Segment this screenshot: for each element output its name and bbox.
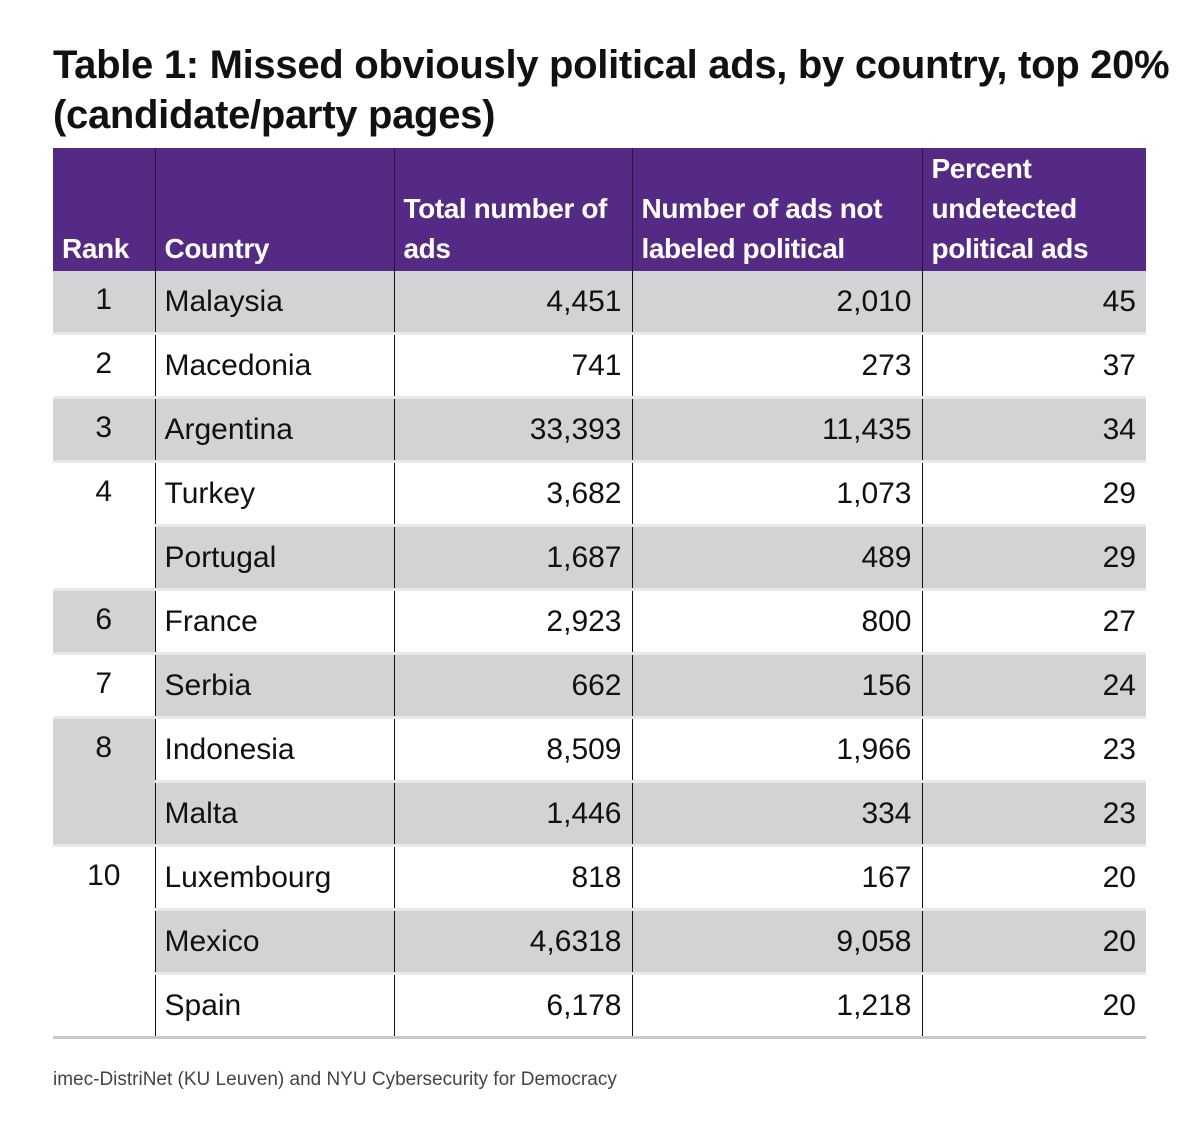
table-row: 4 Turkey 3,682 1,073 29 — [53, 461, 1146, 591]
header-not-labeled: Number of ads not labeled political — [631, 148, 922, 271]
country-cell: Indonesia — [154, 717, 394, 783]
table-row: 10 Luxembourg 818 167 20 — [53, 845, 1146, 1039]
not-labeled-cell: 11,435 — [631, 397, 922, 463]
table-row: Spain 6,178 1,218 20 — [53, 973, 1146, 1039]
percent-cell: 24 — [921, 653, 1146, 719]
total-ads-cell: 6,178 — [393, 973, 632, 1039]
rank-cell: 6 — [53, 589, 155, 655]
country-cell: France — [154, 589, 394, 655]
table-body: 1 Malaysia 4,451 2,010 45 2 Macedonia 741 273 37 3… — [53, 271, 1146, 1039]
percent-cell: 34 — [921, 397, 1146, 463]
not-labeled-cell: 800 — [631, 589, 922, 655]
rank-cell: 8 — [53, 717, 155, 847]
country-cell: Malaysia — [154, 271, 394, 335]
total-ads-cell: 818 — [393, 845, 632, 911]
rank-cell: 7 — [53, 653, 155, 719]
source-credit: imec-DistriNet (KU Leuven) and NYU Cyber… — [53, 1069, 617, 1090]
not-labeled-cell: 156 — [631, 653, 922, 719]
percent-cell: 20 — [921, 909, 1146, 975]
total-ads-cell: 1,687 — [393, 525, 632, 591]
country-cell: Mexico — [154, 909, 394, 975]
rank-cell: 4 — [53, 461, 155, 591]
header-country: Country — [154, 148, 394, 271]
total-ads-cell: 1,446 — [393, 781, 632, 847]
country-cell: Argentina — [154, 397, 394, 463]
data-table: Rank Country Total number of ads Number … — [53, 148, 1146, 1039]
header-row: Rank Country Total number of ads Number … — [53, 148, 1146, 271]
total-ads-cell: 4,451 — [393, 271, 632, 335]
country-cell: Spain — [154, 973, 394, 1039]
rank-cell: 10 — [53, 845, 155, 1039]
header-rank: Rank — [53, 148, 155, 271]
not-labeled-cell: 334 — [631, 781, 922, 847]
total-ads-cell: 4,6318 — [393, 909, 632, 975]
country-cell: Luxembourg — [154, 845, 394, 911]
header-percent-undetected: Percent undetected political ads — [921, 148, 1146, 271]
percent-cell: 27 — [921, 589, 1146, 655]
country-cell: Turkey — [154, 461, 394, 527]
not-labeled-cell: 1,966 — [631, 717, 922, 783]
table-row: Portugal 1,687 489 29 — [53, 525, 1146, 591]
percent-cell: 23 — [921, 781, 1146, 847]
percent-cell: 23 — [921, 717, 1146, 783]
total-ads-cell: 662 — [393, 653, 632, 719]
total-ads-cell: 3,682 — [393, 461, 632, 527]
not-labeled-cell: 167 — [631, 845, 922, 911]
percent-cell: 29 — [921, 525, 1146, 591]
total-ads-cell: 33,393 — [393, 397, 632, 463]
table-row: 6 France 2,923 800 27 — [53, 589, 1146, 655]
country-cell: Macedonia — [154, 333, 394, 399]
table-row: 8 Indonesia 8,509 1,966 23 — [53, 717, 1146, 847]
percent-cell: 20 — [921, 973, 1146, 1039]
table-row: 3 Argentina 33,393 11,435 34 — [53, 397, 1146, 463]
not-labeled-cell: 273 — [631, 333, 922, 399]
not-labeled-cell: 2,010 — [631, 271, 922, 335]
rank-cell: 3 — [53, 397, 155, 463]
rank-cell: 1 — [53, 271, 155, 335]
table-title: Table 1: Missed obviously political ads,… — [53, 43, 1170, 137]
not-labeled-cell: 1,218 — [631, 973, 922, 1039]
not-labeled-cell: 1,073 — [631, 461, 922, 527]
not-labeled-cell: 9,058 — [631, 909, 922, 975]
total-ads-cell: 741 — [393, 333, 632, 399]
not-labeled-cell: 489 — [631, 525, 922, 591]
country-cell: Serbia — [154, 653, 394, 719]
country-cell: Portugal — [154, 525, 394, 591]
table-row: 7 Serbia 662 156 24 — [53, 653, 1146, 719]
rank-cell: 2 — [53, 333, 155, 399]
total-ads-cell: 8,509 — [393, 717, 632, 783]
table-row: Malta 1,446 334 23 — [53, 781, 1146, 847]
percent-cell: 37 — [921, 333, 1146, 399]
header-total-ads: Total number of ads — [393, 148, 632, 271]
country-cell: Malta — [154, 781, 394, 847]
table-row: Mexico 4,6318 9,058 20 — [53, 909, 1146, 975]
percent-cell: 45 — [921, 271, 1146, 335]
percent-cell: 29 — [921, 461, 1146, 527]
percent-cell: 20 — [921, 845, 1146, 911]
total-ads-cell: 2,923 — [393, 589, 632, 655]
table-row: 2 Macedonia 741 273 37 — [53, 333, 1146, 399]
table-row: 1 Malaysia 4,451 2,010 45 — [53, 271, 1146, 335]
